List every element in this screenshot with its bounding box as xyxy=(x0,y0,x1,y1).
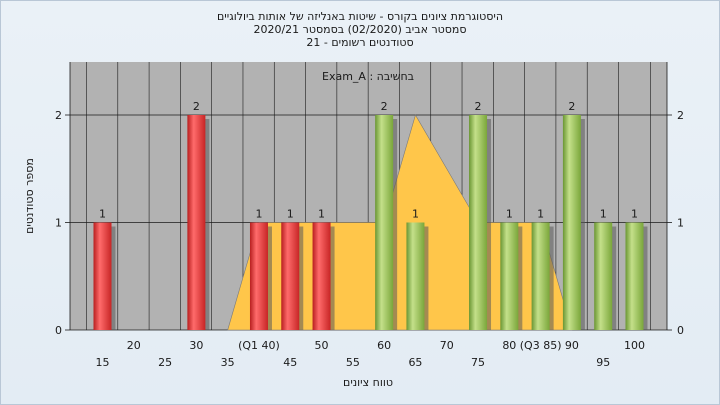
x-tick-label: 90 xyxy=(565,339,579,352)
bar-label-50: 1 xyxy=(318,208,325,221)
x-tick-label: 30 xyxy=(189,339,203,352)
x-tick-label: 25 xyxy=(158,356,172,369)
x-tick-label: 75 xyxy=(471,356,485,369)
bar-label-85: 1 xyxy=(537,208,544,221)
x-axis: 20 30 (Q1 40) 50 60 70 80 (Q3 85) 90 100 15 25 35 45 5… xyxy=(96,339,646,369)
bar-15 xyxy=(93,222,112,330)
bar-label-80: 1 xyxy=(506,208,513,221)
bar-80 xyxy=(500,222,519,330)
bar-65 xyxy=(406,222,425,330)
y-tick-left-1: 1 xyxy=(55,217,62,230)
bar-label-75: 2 xyxy=(475,100,482,113)
bars-group xyxy=(93,115,648,330)
x-tick-label: 70 xyxy=(440,339,454,352)
x-tick-label: 45 xyxy=(283,356,297,369)
x-tick-label: 15 xyxy=(96,356,110,369)
bar-100 xyxy=(625,222,644,330)
bar-50 xyxy=(312,222,331,330)
chart-subtitle-students: סטודנטים רשומים - 21 xyxy=(306,36,414,49)
y-tick-left-2: 2 xyxy=(55,109,62,122)
bar-label-100: 1 xyxy=(631,208,638,221)
bar-60 xyxy=(375,115,394,330)
bar-label-90: 2 xyxy=(568,100,575,113)
bar-75 xyxy=(469,115,488,330)
bar-label-30: 2 xyxy=(193,100,200,113)
y-tick-right-1: 1 xyxy=(677,217,684,230)
bar-95 xyxy=(594,222,613,330)
x-tick-label: 20 xyxy=(127,339,141,352)
x-tick-label: 65 xyxy=(408,356,422,369)
bar-label-45: 1 xyxy=(287,208,294,221)
y-axis: 0 0 1 1 2 2 xyxy=(55,62,684,337)
bar-label-95: 1 xyxy=(600,208,607,221)
bar-40 xyxy=(249,222,268,330)
chart-title: היסטוגרמת ציונים בקורס - שיטות באנליזה ש… xyxy=(216,10,504,23)
y-tick-left-0: 0 xyxy=(55,324,62,337)
x-tick-label: 80 xyxy=(502,339,516,352)
bar-label-40: 1 xyxy=(255,208,262,221)
x-tick-label: 95 xyxy=(596,356,610,369)
x-tick-label: 60 xyxy=(377,339,391,352)
x-axis-title: טווח ציונים xyxy=(343,376,393,389)
bar-label-65: 1 xyxy=(412,208,419,221)
bar-value-labels: 1 2 1 1 1 2 1 2 1 1 2 1 1 xyxy=(99,100,638,221)
bar-30 xyxy=(187,115,206,330)
chart-subtitle-semester: 2020/21 סמסטר אביב (02/2020) בסמסטר xyxy=(253,23,467,36)
x-tick-label: 100 xyxy=(624,339,645,352)
y-tick-right-2: 2 xyxy=(677,109,684,122)
annotation-exam: Exam_A : בחשיבה xyxy=(322,70,414,83)
bar-85 xyxy=(531,222,550,330)
x-tick-label: (Q3 85) xyxy=(520,339,562,352)
bar-label-60: 2 xyxy=(381,100,388,113)
bar-90 xyxy=(562,115,581,330)
x-tick-label: 50 xyxy=(315,339,329,352)
x-tick-label: (Q1 40) xyxy=(238,339,280,352)
bar-label-15: 1 xyxy=(99,208,106,221)
y-tick-right-0: 0 xyxy=(677,324,684,337)
x-tick-label: 55 xyxy=(346,356,360,369)
y-axis-title: מספר סטודנטים xyxy=(23,158,36,234)
bar-45 xyxy=(281,222,300,330)
x-tick-label: 35 xyxy=(221,356,235,369)
